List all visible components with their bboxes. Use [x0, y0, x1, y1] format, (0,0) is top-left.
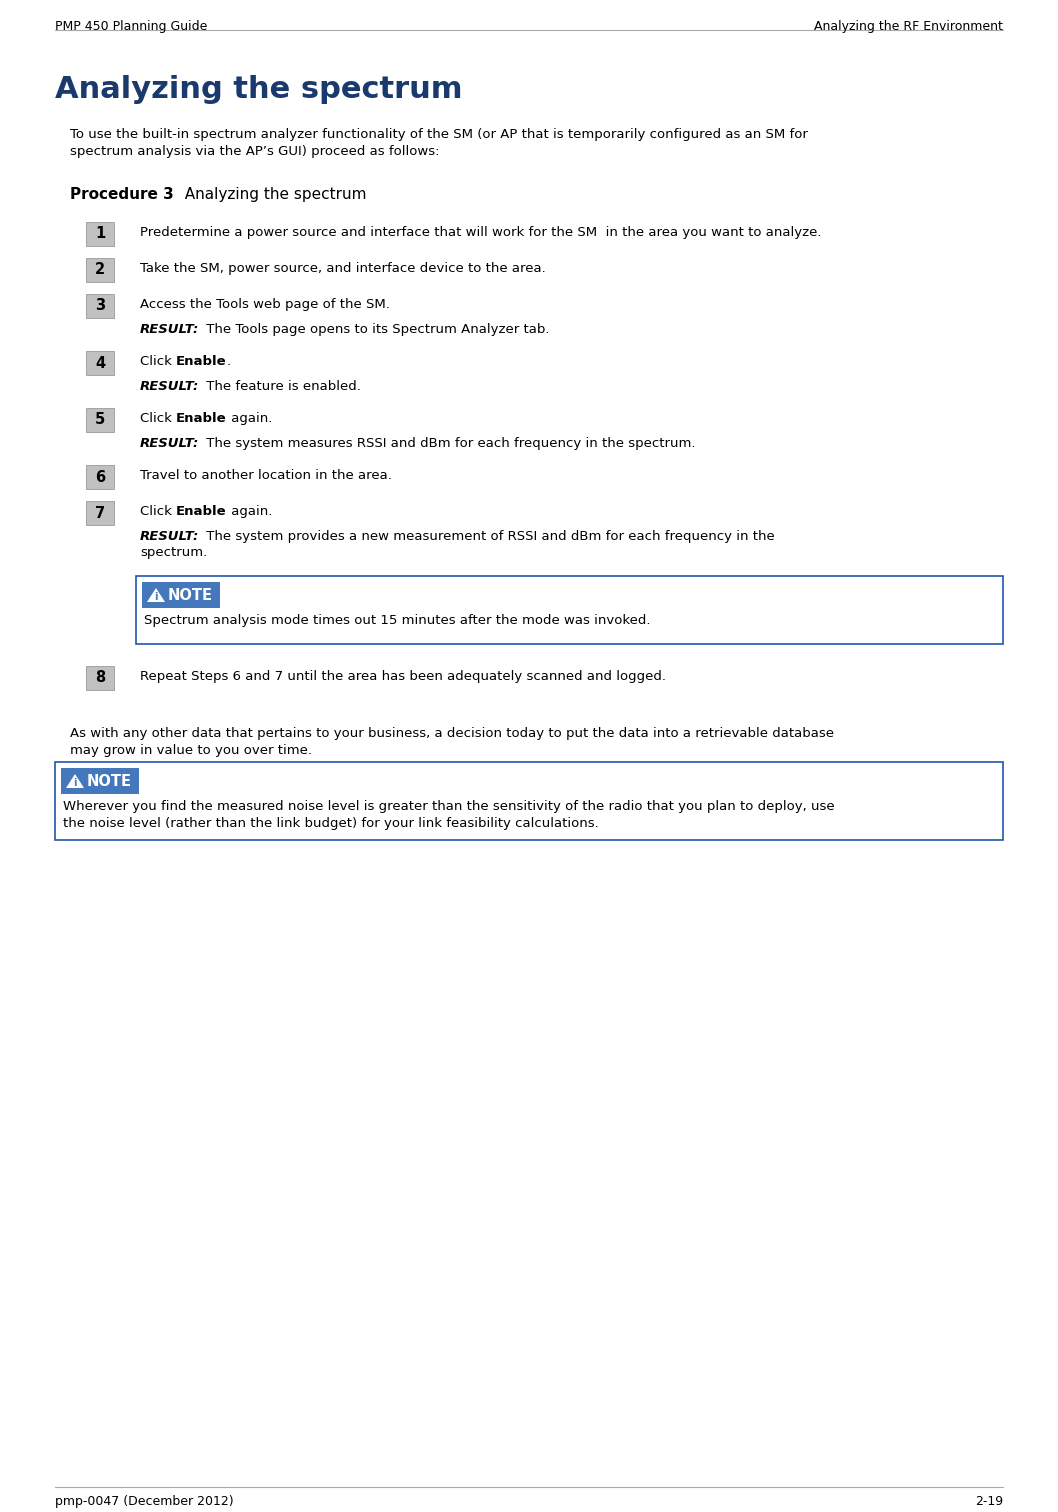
Polygon shape: [66, 774, 84, 788]
Text: 8: 8: [95, 670, 105, 685]
Text: again.: again.: [226, 505, 272, 519]
Text: Enable: Enable: [176, 355, 226, 367]
Text: Repeat Steps 6 and 7 until the area has been adequately scanned and logged.: Repeat Steps 6 and 7 until the area has …: [140, 670, 665, 683]
Text: As with any other data that pertains to your business, a decision today to put t: As with any other data that pertains to …: [70, 727, 834, 739]
Text: Travel to another location in the area.: Travel to another location in the area.: [140, 469, 391, 482]
Text: Procedure 3: Procedure 3: [70, 187, 174, 203]
FancyBboxPatch shape: [61, 768, 139, 794]
Text: NOTE: NOTE: [87, 774, 132, 789]
Text: 3: 3: [95, 298, 105, 313]
Text: NOTE: NOTE: [168, 588, 213, 603]
Text: Click: Click: [140, 505, 176, 519]
FancyBboxPatch shape: [86, 408, 114, 432]
Text: Access the Tools web page of the SM.: Access the Tools web page of the SM.: [140, 298, 390, 311]
Text: Enable: Enable: [176, 505, 226, 519]
Text: 6: 6: [95, 470, 105, 484]
FancyBboxPatch shape: [142, 582, 220, 608]
Text: Analyzing the spectrum: Analyzing the spectrum: [175, 187, 366, 203]
Text: Wherever you find the measured noise level is greater than the sensitivity of th: Wherever you find the measured noise lev…: [63, 800, 835, 813]
Text: RESULT:: RESULT:: [140, 324, 199, 336]
Text: Analyzing the RF Environment: Analyzing the RF Environment: [814, 20, 1003, 33]
Text: 5: 5: [95, 413, 105, 428]
Text: Enable: Enable: [176, 411, 226, 425]
Text: The system measures RSSI and dBm for each frequency in the spectrum.: The system measures RSSI and dBm for eac…: [202, 437, 696, 451]
Text: 2-19: 2-19: [974, 1495, 1003, 1507]
Text: spectrum.: spectrum.: [140, 546, 207, 559]
Text: Take the SM, power source, and interface device to the area.: Take the SM, power source, and interface…: [140, 262, 546, 275]
Text: 1: 1: [95, 227, 105, 242]
Polygon shape: [147, 588, 165, 602]
Text: the noise level (rather than the link budget) for your link feasibility calculat: the noise level (rather than the link bu…: [63, 816, 599, 830]
Text: To use the built-in spectrum analyzer functionality of the SM (or AP that is tem: To use the built-in spectrum analyzer fu…: [70, 129, 808, 141]
Text: 4: 4: [95, 355, 105, 370]
FancyBboxPatch shape: [86, 222, 114, 246]
FancyBboxPatch shape: [86, 500, 114, 525]
FancyBboxPatch shape: [86, 259, 114, 283]
FancyBboxPatch shape: [86, 466, 114, 488]
Text: i: i: [154, 593, 158, 602]
Text: Click: Click: [140, 355, 176, 367]
Text: spectrum analysis via the AP’s GUI) proceed as follows:: spectrum analysis via the AP’s GUI) proc…: [70, 145, 439, 157]
Text: Click: Click: [140, 411, 176, 425]
Text: may grow in value to you over time.: may grow in value to you over time.: [70, 744, 312, 758]
Text: RESULT:: RESULT:: [140, 380, 199, 393]
Text: Predetermine a power source and interface that will work for the SM  in the area: Predetermine a power source and interfac…: [140, 225, 821, 239]
Text: The Tools page opens to its Spectrum Analyzer tab.: The Tools page opens to its Spectrum Ana…: [202, 324, 550, 336]
Text: i: i: [73, 779, 77, 788]
Text: The system provides a new measurement of RSSI and dBm for each frequency in the: The system provides a new measurement of…: [202, 531, 776, 543]
Text: 2: 2: [95, 263, 105, 278]
Text: The feature is enabled.: The feature is enabled.: [202, 380, 361, 393]
FancyBboxPatch shape: [136, 576, 1003, 644]
Text: again.: again.: [226, 411, 272, 425]
Text: RESULT:: RESULT:: [140, 531, 199, 543]
FancyBboxPatch shape: [86, 665, 114, 689]
FancyBboxPatch shape: [86, 293, 114, 318]
Text: Analyzing the spectrum: Analyzing the spectrum: [55, 76, 462, 104]
FancyBboxPatch shape: [55, 762, 1003, 841]
FancyBboxPatch shape: [86, 351, 114, 375]
Text: 7: 7: [95, 505, 105, 520]
Text: PMP 450 Planning Guide: PMP 450 Planning Guide: [55, 20, 207, 33]
Text: Spectrum analysis mode times out 15 minutes after the mode was invoked.: Spectrum analysis mode times out 15 minu…: [144, 614, 651, 627]
Text: .: .: [226, 355, 231, 367]
Text: RESULT:: RESULT:: [140, 437, 199, 451]
Text: pmp-0047 (December 2012): pmp-0047 (December 2012): [55, 1495, 234, 1507]
